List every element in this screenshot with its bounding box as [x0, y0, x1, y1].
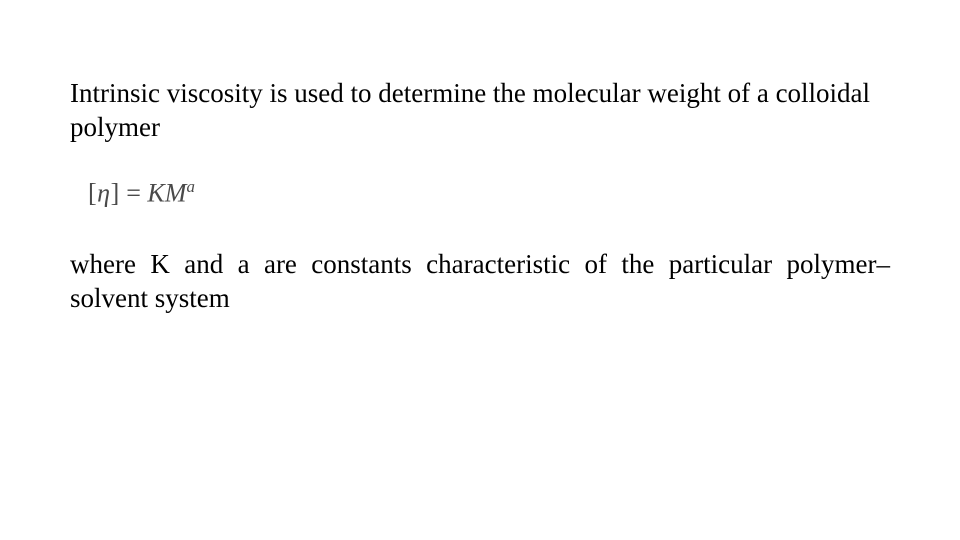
bracket-open: [: [88, 178, 97, 207]
symbol-K: K: [147, 178, 164, 207]
equation-mark-houwink: [η] = KMa: [88, 177, 890, 209]
symbol-eta: η: [97, 178, 110, 207]
exponent-a: a: [186, 177, 194, 196]
equals-sign: =: [120, 178, 148, 207]
paragraph-intro: Intrinsic viscosity is used to determine…: [70, 77, 890, 145]
bracket-close: ]: [111, 178, 120, 207]
paragraph-where: where K and a are constants characterist…: [70, 248, 890, 316]
equation-lhs: [η]: [88, 178, 120, 207]
slide-page: Intrinsic viscosity is used to determine…: [0, 0, 960, 540]
symbol-M: M: [165, 178, 187, 207]
